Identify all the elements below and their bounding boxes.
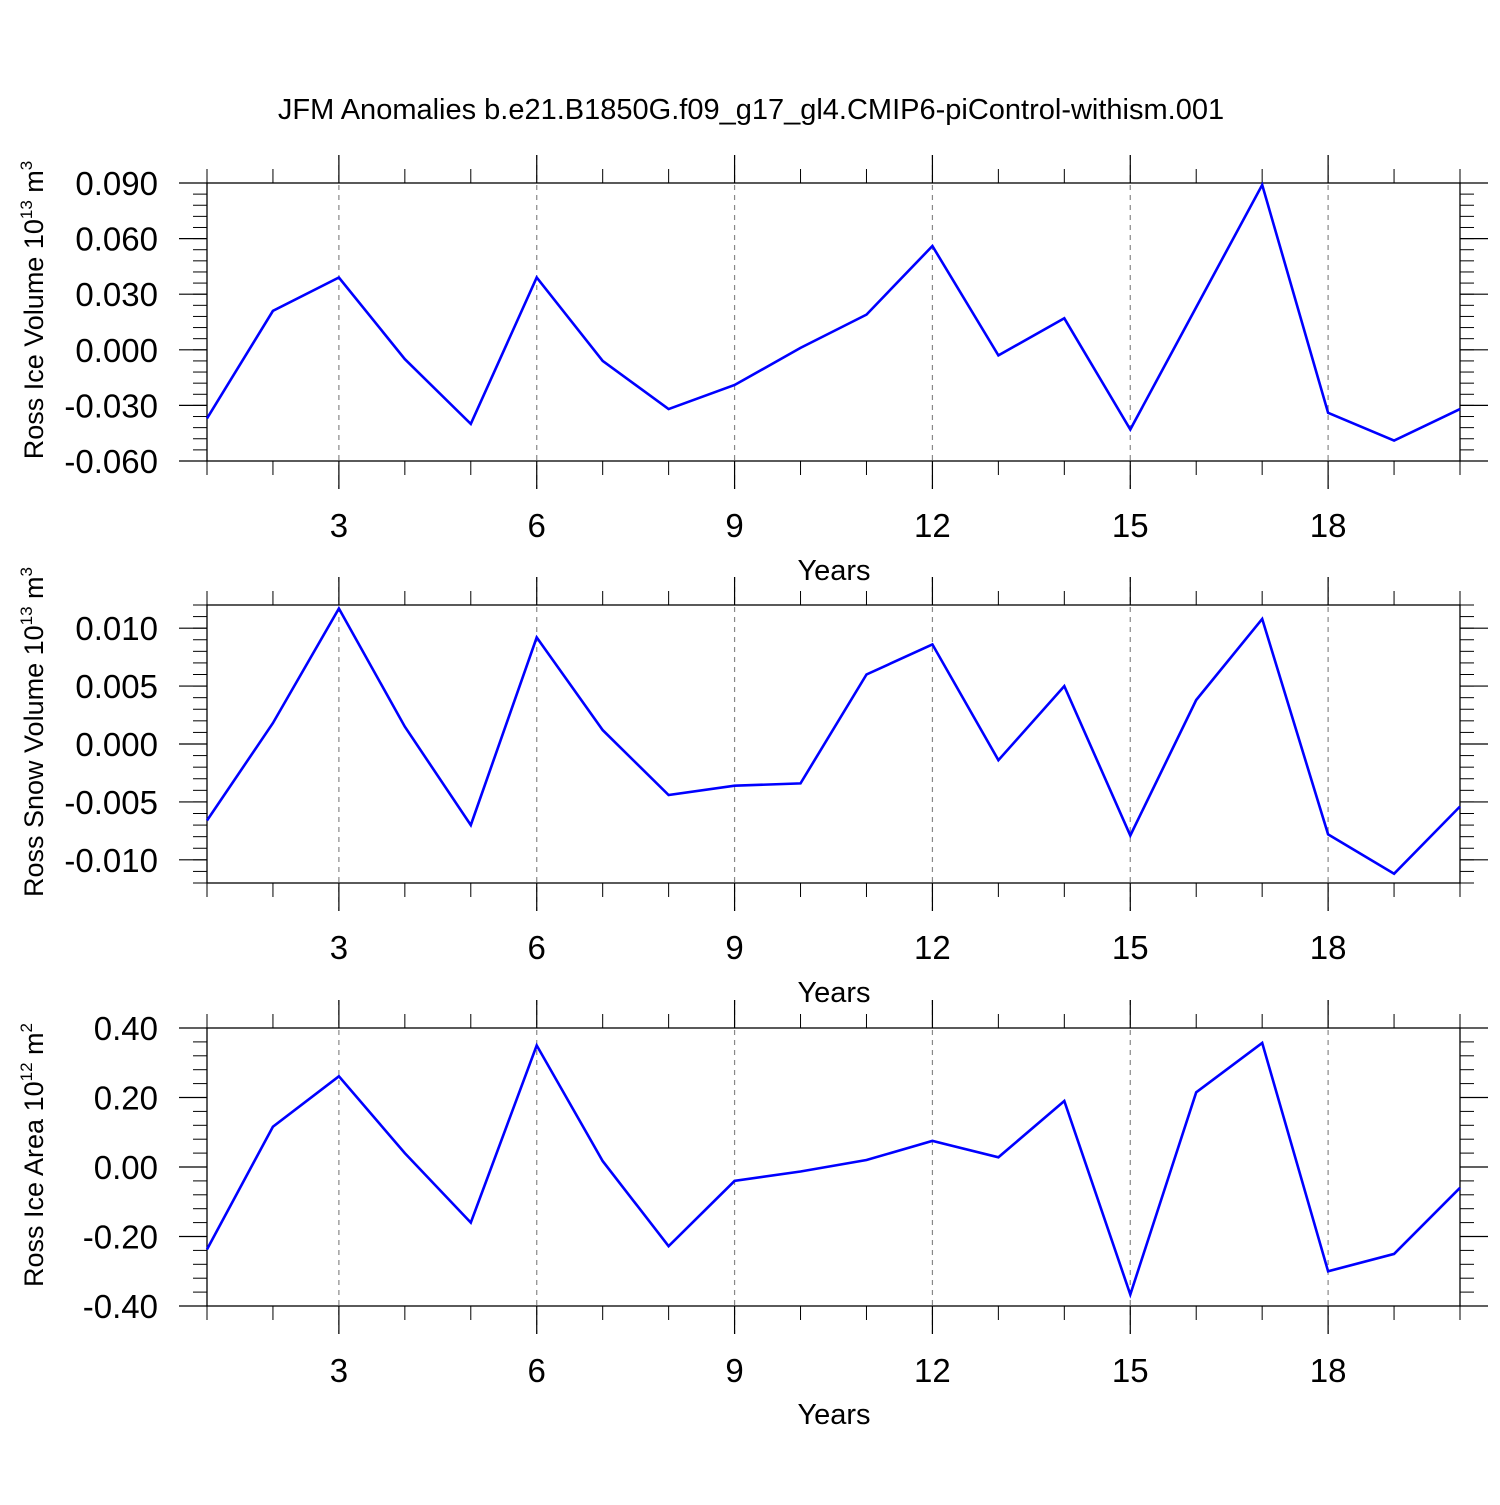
x-tick-label: 15 [1112,1352,1149,1389]
series-line [205,605,1461,876]
x-axis-label: Years [797,977,870,1009]
series-line [205,181,1461,443]
x-axis-label: Years [797,555,870,587]
y-axis-label: Ross Ice Volume 1013 m3 [17,161,49,460]
y-tick-label: 0.000 [75,332,158,369]
panel-3: -0.40 -0.20 0.00 0.20 0.40 3 6 9 12 15 18 Years Ross… [17,1000,1488,1431]
y-tick-label: -0.20 [83,1219,158,1256]
x-tick-label: 18 [1310,1352,1347,1389]
y-tick-label: 0.010 [75,610,158,647]
panels: -0.060 -0.030 0.000 0.030 0.060 0.090 3 6 9 12 15 1… [17,155,1488,1431]
x-tick-label: 15 [1112,929,1149,966]
x-tick-label: 3 [330,507,348,544]
x-tick-label: 9 [725,929,743,966]
y-tick-label: -0.030 [64,387,158,424]
series-line [205,1040,1461,1299]
x-tick-label: 12 [914,507,951,544]
x-tick-label: 15 [1112,507,1149,544]
y-tick-label: 0.40 [94,1010,158,1047]
y-tick-label: -0.010 [64,842,158,879]
x-tick-label: 12 [914,1352,951,1389]
x-axis-label: Years [797,1399,870,1431]
y-tick-label: 0.030 [75,276,158,313]
y-tick-label: 0.00 [94,1149,158,1186]
x-tick-label: 9 [725,507,743,544]
y-tick-label: -0.005 [64,784,158,821]
y-tick-label: -0.40 [83,1288,158,1325]
plot-frame [206,182,1461,462]
x-tick-label: 3 [330,929,348,966]
y-tick-label: 0.060 [75,221,158,258]
x-tick-label: 6 [528,507,546,544]
y-tick-label: -0.060 [64,443,158,480]
y-tick-label: 0.090 [75,165,158,202]
x-tick-label: 12 [914,929,951,966]
x-tick-label: 18 [1310,507,1347,544]
x-tick-label: 3 [330,1352,348,1389]
y-tick-label: 0.20 [94,1080,158,1117]
panel-1: -0.060 -0.030 0.000 0.030 0.060 0.090 3 6 9 12 15 1… [17,155,1488,587]
x-tick-label: 9 [725,1352,743,1389]
x-tick-label: 6 [528,1352,546,1389]
y-tick-label: 0.000 [75,726,158,763]
panel-2: -0.010 -0.005 0.000 0.005 0.010 3 6 9 12 15 18 Year… [17,567,1488,1009]
y-tick-label: 0.005 [75,668,158,705]
x-tick-label: 18 [1310,929,1347,966]
x-tick-label: 6 [528,929,546,966]
y-axis-label: Ross Snow Volume 1013 m3 [17,567,49,897]
y-axis-label: Ross Ice Area 1012 m2 [17,1023,49,1287]
figure-title: JFM Anomalies b.e21.B1850G.f09_g17_gl4.C… [278,94,1224,126]
